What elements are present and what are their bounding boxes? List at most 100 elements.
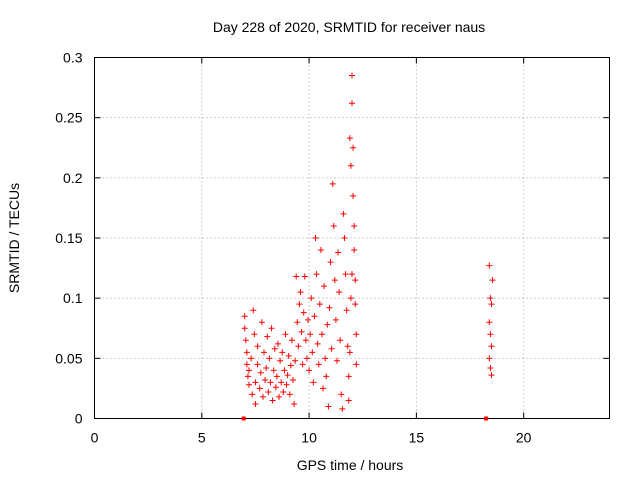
x-axis-title: GPS time / hours xyxy=(297,457,404,473)
chart-title: Day 228 of 2020, SRMTID for receiver nau… xyxy=(213,19,485,35)
data-point xyxy=(315,361,322,368)
y-tick-label: 0 xyxy=(75,411,83,427)
data-point xyxy=(280,389,287,396)
data-point xyxy=(242,337,249,344)
x-tick-label: 5 xyxy=(198,430,206,446)
data-point xyxy=(353,331,360,338)
y-tick-labels: 0 0.05 0.1 0.15 0.2 0.25 0.3 xyxy=(55,50,82,427)
data-point xyxy=(487,331,494,338)
data-point xyxy=(258,319,265,326)
plot-frame xyxy=(94,57,610,419)
data-point xyxy=(346,135,353,142)
data-point xyxy=(345,397,352,404)
data-point xyxy=(332,316,339,323)
data-point xyxy=(322,355,329,362)
data-point xyxy=(346,349,353,356)
data-point xyxy=(321,283,328,290)
axis-ticks xyxy=(94,57,610,419)
data-point xyxy=(343,307,350,314)
y-tick-label: 0.05 xyxy=(55,350,82,366)
data-point xyxy=(351,247,358,254)
data-point xyxy=(323,373,330,380)
data-point xyxy=(330,222,337,229)
data-point xyxy=(349,271,355,278)
data-point xyxy=(271,345,278,352)
data-point xyxy=(488,301,495,308)
data-point xyxy=(257,369,264,376)
data-point xyxy=(276,393,283,400)
x-tick-label: 15 xyxy=(409,430,425,446)
data-point xyxy=(263,364,270,371)
data-point xyxy=(336,289,343,296)
data-point xyxy=(329,180,336,187)
data-point xyxy=(296,301,303,308)
data-point xyxy=(281,367,288,374)
data-point xyxy=(345,373,352,380)
data-point xyxy=(353,361,360,368)
data-point xyxy=(352,277,359,284)
data-point xyxy=(244,373,251,380)
data-point xyxy=(325,403,332,410)
data-point xyxy=(310,379,317,386)
data-point xyxy=(302,337,309,344)
data-point xyxy=(487,364,494,371)
data-point xyxy=(299,361,306,368)
data-point xyxy=(288,337,295,344)
grid xyxy=(94,57,610,419)
data-point xyxy=(287,362,294,369)
data-point xyxy=(246,367,252,374)
y-tick-label: 0.1 xyxy=(63,290,83,306)
zero-marker xyxy=(484,416,489,421)
data-point xyxy=(486,262,493,269)
data-point xyxy=(243,361,250,368)
data-point xyxy=(246,381,252,388)
data-point xyxy=(273,373,280,380)
data-point xyxy=(265,389,272,396)
data-point xyxy=(262,376,269,383)
x-tick-label: 10 xyxy=(301,430,317,446)
data-point xyxy=(307,331,314,338)
x-tick-labels: 0 5 10 15 20 xyxy=(91,430,532,446)
data-point xyxy=(269,397,276,404)
data-point xyxy=(328,345,335,352)
data-point xyxy=(317,247,324,254)
data-point xyxy=(286,391,293,398)
data-point xyxy=(252,379,259,386)
data-point xyxy=(266,355,273,362)
data-points xyxy=(241,72,496,421)
data-point xyxy=(251,331,258,338)
data-point xyxy=(305,316,312,323)
data-point xyxy=(314,340,321,347)
data-point xyxy=(349,72,355,79)
data-point xyxy=(270,367,277,374)
data-point xyxy=(352,301,359,308)
data-point xyxy=(261,349,268,356)
data-point xyxy=(292,357,299,364)
data-point xyxy=(351,222,358,229)
data-point xyxy=(272,384,279,391)
data-point xyxy=(311,313,318,320)
data-point xyxy=(300,309,307,316)
data-point xyxy=(267,379,274,386)
data-point xyxy=(333,357,340,364)
data-point xyxy=(331,277,338,284)
data-point xyxy=(289,376,296,383)
data-point xyxy=(256,385,263,392)
data-point xyxy=(259,393,266,400)
data-point xyxy=(340,210,347,217)
y-tick-label: 0.2 xyxy=(63,170,83,186)
data-point xyxy=(350,144,357,151)
data-point xyxy=(283,381,290,388)
data-point xyxy=(309,349,316,356)
data-point xyxy=(278,379,285,386)
data-point xyxy=(294,319,301,326)
y-tick-label: 0.15 xyxy=(55,230,82,246)
data-point xyxy=(254,343,261,350)
data-point xyxy=(324,321,331,328)
data-point xyxy=(274,340,281,347)
data-point xyxy=(248,355,255,362)
y-tick-label: 0.25 xyxy=(55,110,82,126)
data-point xyxy=(316,301,323,308)
data-point xyxy=(349,100,355,107)
data-point xyxy=(295,343,302,350)
